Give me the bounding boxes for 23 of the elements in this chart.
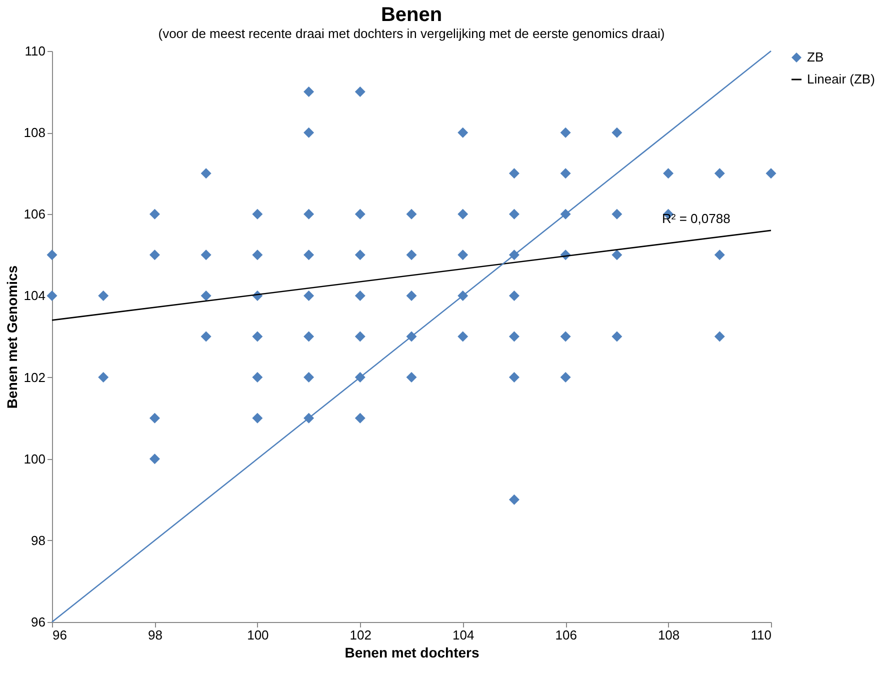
y-tick-label: 98 bbox=[31, 532, 46, 548]
x-tick-label: 106 bbox=[555, 628, 577, 642]
x-tick-label: 102 bbox=[350, 628, 372, 642]
x-tick-label: 98 bbox=[148, 628, 162, 642]
chart-title: Benen bbox=[380, 4, 442, 26]
y-tick-label: 102 bbox=[24, 370, 46, 385]
legend-label: Lineair (ZB) bbox=[807, 72, 875, 86]
y-tick-label: 110 bbox=[24, 44, 46, 58]
annotation: R² = 0,0788 bbox=[662, 211, 730, 226]
y-tick-label: 108 bbox=[24, 125, 46, 140]
x-tick-label: 110 bbox=[750, 628, 772, 642]
x-tick-label: 104 bbox=[452, 628, 474, 642]
y-tick-label: 100 bbox=[24, 451, 46, 466]
y-tick-label: 104 bbox=[24, 288, 46, 304]
y-axis-title: Benen met Genomics bbox=[4, 265, 20, 409]
x-tick-label: 100 bbox=[247, 628, 269, 642]
x-axis-title: Benen met dochters bbox=[344, 644, 480, 660]
y-tick-label: 106 bbox=[24, 206, 46, 222]
chart-subtitle: (voor de meest recente draai met dochters in vergelijking met de eerste genomics draai) bbox=[158, 26, 665, 41]
legend-label: ZB bbox=[807, 50, 824, 64]
y-tick-label: 96 bbox=[31, 614, 46, 630]
x-tick-label: 96 bbox=[52, 628, 67, 642]
x-tick-label: 108 bbox=[658, 628, 680, 642]
